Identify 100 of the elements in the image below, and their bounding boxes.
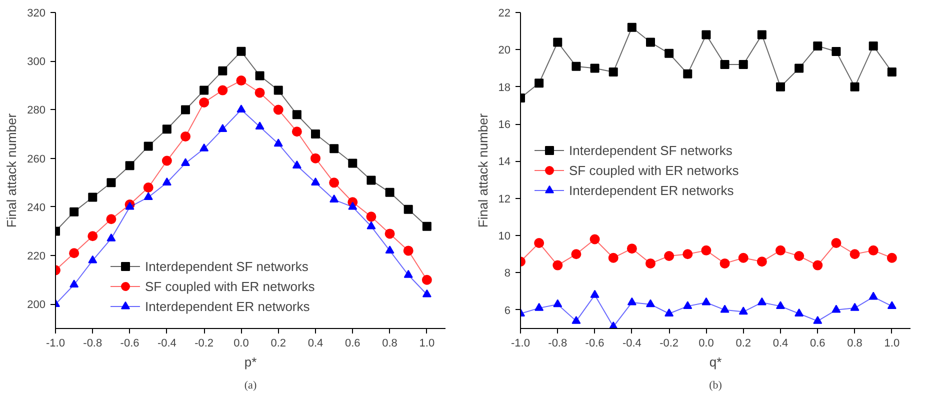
point <box>850 82 860 92</box>
x-tick-label: -1.0 <box>511 338 530 350</box>
point <box>701 245 712 256</box>
point <box>590 290 600 298</box>
point <box>794 251 804 261</box>
point <box>868 245 878 256</box>
point <box>180 131 190 142</box>
x-axis-title: p* <box>244 354 257 370</box>
x-tick-label: -0.8 <box>83 338 102 350</box>
x-tick-label: 0.4 <box>308 338 324 350</box>
point <box>366 212 376 222</box>
text: (b) <box>709 380 722 392</box>
x-tick-label: 0.8 <box>847 338 862 350</box>
point <box>850 249 860 260</box>
point <box>404 204 413 214</box>
y-tick-label: 20 <box>498 44 511 57</box>
point <box>292 110 302 120</box>
point <box>181 158 190 166</box>
y-axis-title: Final attack number <box>4 112 20 228</box>
point <box>311 130 320 139</box>
y-tick-label: 18 <box>498 82 511 94</box>
point <box>738 252 748 263</box>
point <box>738 60 748 70</box>
point <box>384 228 395 239</box>
x-tick-label: 0.2 <box>270 338 286 350</box>
point <box>646 38 655 47</box>
point <box>348 202 358 210</box>
point <box>70 207 79 216</box>
point <box>385 188 394 197</box>
point <box>162 124 172 134</box>
point <box>403 246 414 256</box>
x-axis-title: q* <box>709 354 722 370</box>
x-tick-label: 0.2 <box>736 338 752 350</box>
point <box>776 82 785 92</box>
point <box>310 153 320 164</box>
point <box>572 316 581 324</box>
x-tick-label: -0.2 <box>660 338 679 350</box>
point <box>812 260 823 270</box>
point <box>292 126 302 137</box>
point <box>813 41 822 50</box>
point <box>850 302 860 311</box>
y-axis-title: Final attack number <box>475 112 490 228</box>
point <box>794 308 804 316</box>
point <box>348 158 358 168</box>
point <box>181 105 190 114</box>
point <box>162 178 172 186</box>
y-tick-label: 12 <box>498 193 511 206</box>
x-tick-label: 0.4 <box>772 338 788 350</box>
point <box>422 222 432 231</box>
point <box>534 238 544 248</box>
y-tick-label: 10 <box>498 230 511 243</box>
legend-label: SF coupled with ER networks <box>569 162 739 178</box>
point <box>218 124 228 132</box>
point <box>683 69 692 78</box>
point <box>88 192 98 202</box>
point <box>757 297 766 306</box>
x-tick-label: -0.6 <box>585 338 604 350</box>
x-tick-label: -0.8 <box>548 338 568 350</box>
point <box>738 306 748 315</box>
y-tick-label: 8 <box>504 268 511 280</box>
point <box>385 246 394 254</box>
point <box>887 301 896 310</box>
legend-label: Interdependent SF networks <box>145 258 308 274</box>
y-tick-label: 240 <box>27 202 46 214</box>
y-tick-label: 16 <box>498 119 511 132</box>
point <box>144 192 153 200</box>
legend-label: Interdependent ER networks <box>569 182 734 198</box>
point <box>236 76 246 86</box>
y-tick-label: 22 <box>498 8 511 20</box>
point <box>70 280 79 288</box>
point <box>832 47 841 56</box>
point <box>330 194 339 202</box>
x-tick-label: 0.0 <box>234 338 249 350</box>
point <box>627 22 636 32</box>
point <box>106 214 116 224</box>
point <box>720 304 730 313</box>
y-tick-label: 300 <box>27 56 46 68</box>
point <box>682 249 693 260</box>
point <box>69 248 80 258</box>
point <box>702 30 711 40</box>
point <box>683 301 692 310</box>
x-tick-label: 0.6 <box>810 338 826 350</box>
y-tick-label: 260 <box>27 153 46 166</box>
point <box>292 160 302 168</box>
y-tick-label: 320 <box>27 8 46 20</box>
point <box>646 299 655 308</box>
point <box>144 142 153 151</box>
legend-label: SF coupled with ER networks <box>145 278 315 294</box>
point <box>887 67 896 76</box>
point <box>88 255 98 264</box>
point <box>274 86 283 95</box>
legend-label: Interdependent SF networks <box>569 142 732 158</box>
y-tick-label: 200 <box>27 299 46 312</box>
point <box>590 234 600 244</box>
legend-label: Interdependent ER networks <box>145 298 310 314</box>
point <box>702 297 711 306</box>
point <box>571 249 582 260</box>
point <box>813 316 822 324</box>
point <box>756 256 767 267</box>
x-tick-label: 0.6 <box>344 338 360 350</box>
